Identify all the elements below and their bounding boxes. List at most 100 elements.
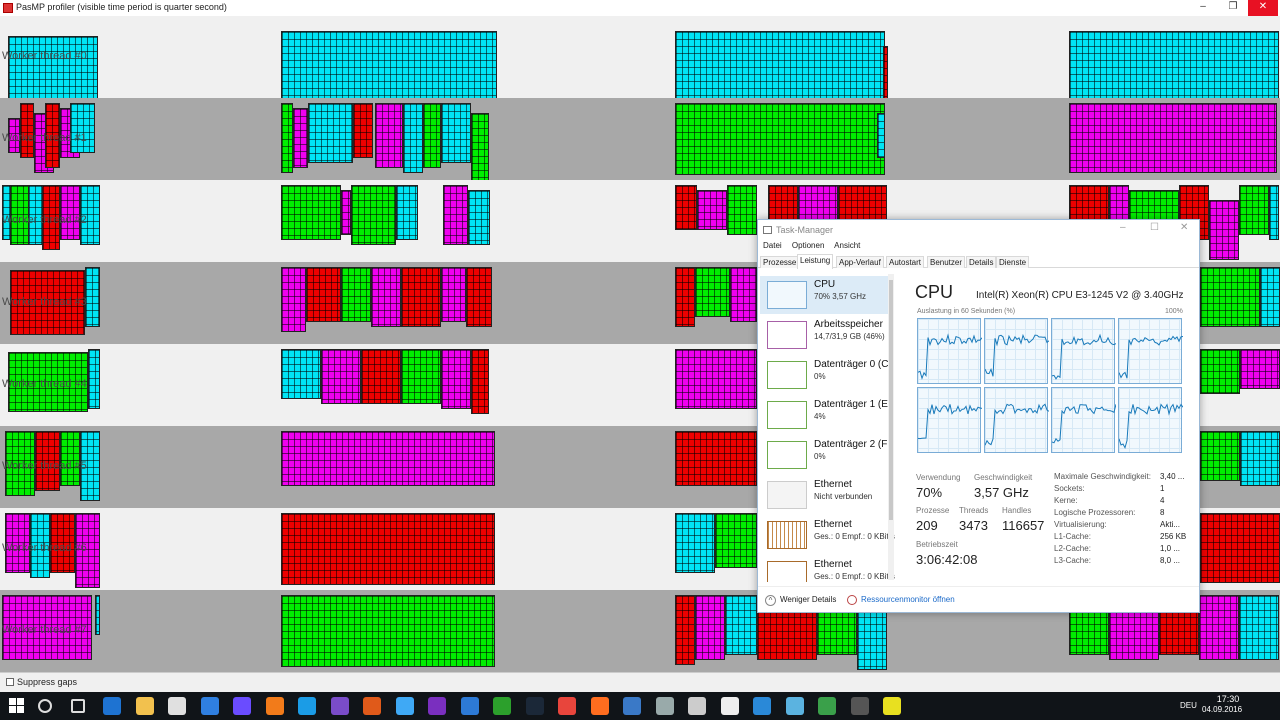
- fewer-details-link[interactable]: Weniger Details: [780, 595, 837, 604]
- job-block: [675, 267, 695, 327]
- notepad-icon[interactable]: [785, 697, 804, 715]
- job-block: [361, 349, 401, 404]
- job-block: [401, 349, 441, 404]
- job-block: [10, 270, 85, 335]
- explorer-icon[interactable]: [135, 697, 154, 715]
- git-icon[interactable]: [363, 697, 381, 715]
- menu-ansicht[interactable]: Ansicht: [834, 241, 861, 250]
- tab-dienste[interactable]: Dienste: [996, 256, 1030, 268]
- thread-label: Worker thread #2: [2, 214, 87, 226]
- menu-datei[interactable]: Datei: [763, 241, 782, 250]
- shield-icon[interactable]: [655, 697, 674, 715]
- job-block: [1260, 267, 1280, 327]
- resource-memory[interactable]: Arbeitsspeicher 14,7/31,9 GB (46%): [760, 316, 888, 354]
- resource-disk-1[interactable]: Datenträger 1 (E 4%: [760, 396, 888, 434]
- job-block: [281, 185, 341, 240]
- suppress-gaps-label: Suppress gaps: [17, 677, 78, 687]
- job-block: [60, 431, 80, 486]
- job-block: [1269, 185, 1279, 240]
- job-block: [70, 103, 95, 153]
- job-block: [1240, 349, 1280, 389]
- floppy-icon[interactable]: [623, 697, 641, 715]
- chrome-icon[interactable]: [558, 697, 576, 715]
- spec-value: Akti...: [1160, 520, 1181, 529]
- tm-minimize-button[interactable]: –: [1120, 222, 1126, 233]
- monitor-icon[interactable]: [688, 697, 706, 715]
- job-block: [441, 349, 471, 409]
- resource-value: Nicht verbunden: [814, 492, 873, 501]
- spec-label: Maximale Geschwindigkeit:: [1054, 472, 1151, 481]
- vs-purple-icon[interactable]: [428, 697, 446, 715]
- job-block: [60, 185, 80, 240]
- resource-ethernet-3[interactable]: Ethernet Ges.: 0 Empf.: 0 KBit/s: [760, 556, 895, 582]
- globe-icon[interactable]: [818, 697, 836, 715]
- thread-label: Worker thread #5: [2, 460, 87, 472]
- terminal-icon[interactable]: [850, 697, 869, 715]
- tab-app-verlauf[interactable]: App-Verlauf: [836, 256, 884, 268]
- editor-icon[interactable]: [883, 697, 901, 715]
- cpu-thumbnail-graph: [767, 281, 807, 309]
- job-block: [1200, 431, 1240, 481]
- tm-maximize-button[interactable]: ☐: [1150, 222, 1159, 233]
- thread-lane: Worker thread #0: [0, 16, 1280, 98]
- core-usage-graph: [984, 387, 1049, 453]
- tab-prozesse[interactable]: Prozesse: [760, 256, 800, 268]
- handles-value: 116657: [1002, 518, 1045, 533]
- tab-autostart[interactable]: Autostart: [886, 256, 925, 268]
- clock-date[interactable]: 04.09.2016: [1202, 705, 1243, 714]
- store-icon[interactable]: [168, 697, 186, 715]
- job-block: [443, 185, 468, 245]
- app-icon[interactable]: [233, 697, 251, 715]
- thread-label: Worker thread #6: [2, 542, 87, 554]
- job-block: [375, 103, 403, 168]
- job-block: [675, 103, 885, 175]
- android-icon[interactable]: [493, 697, 511, 715]
- search-icon[interactable]: [38, 699, 52, 713]
- resource-ethernet-1[interactable]: Ethernet Nicht verbunden: [760, 476, 888, 514]
- suppress-gaps-checkbox[interactable]: [6, 678, 14, 686]
- tab-leistung[interactable]: Leistung: [797, 254, 834, 269]
- job-block: [281, 431, 495, 486]
- language-indicator[interactable]: DEU: [1180, 701, 1197, 710]
- maximize-button[interactable]: ❐: [1228, 1, 1238, 12]
- edge-icon[interactable]: [103, 697, 121, 715]
- vscode-icon[interactable]: [460, 697, 479, 715]
- processes-value: 209: [916, 518, 938, 533]
- minimize-button[interactable]: –: [1200, 1, 1206, 12]
- close-button[interactable]: ✕: [1248, 0, 1278, 16]
- dropbox-icon[interactable]: [200, 697, 219, 715]
- job-block: [396, 185, 418, 240]
- resource-disk-2[interactable]: Datenträger 2 (F 0%: [760, 436, 888, 474]
- resource-monitor-link[interactable]: Ressourcenmonitor öffnen: [861, 595, 955, 604]
- chevron-up-icon[interactable]: ^: [765, 595, 776, 606]
- resource-ethernet-2[interactable]: Ethernet Ges.: 0 Empf.: 0 KBit/s: [760, 516, 895, 554]
- settings-icon[interactable]: [395, 697, 414, 715]
- paint-icon[interactable]: [753, 697, 771, 715]
- firefox-icon[interactable]: [590, 697, 609, 715]
- skype-icon[interactable]: [298, 697, 316, 715]
- job-block: [42, 185, 60, 250]
- scrollbar-thumb[interactable]: [889, 280, 893, 520]
- resource-cpu[interactable]: CPU 70% 3,57 GHz: [760, 276, 888, 314]
- job-block: [423, 103, 441, 168]
- menu-optionen[interactable]: Optionen: [791, 241, 825, 250]
- start-button[interactable]: [9, 698, 25, 714]
- resource-name: Ethernet: [814, 479, 852, 490]
- spec-value: 8: [1160, 508, 1165, 517]
- speed-value: 3,57 GHz: [974, 485, 1029, 500]
- core-usage-graph: [1051, 387, 1116, 453]
- job-block: [471, 113, 489, 180]
- tab-details[interactable]: Details: [966, 256, 997, 268]
- resource-disk-0[interactable]: Datenträger 0 (C 0%: [760, 356, 888, 394]
- task-view-icon[interactable]: [70, 699, 85, 713]
- clock-time[interactable]: 17:30: [1216, 694, 1240, 704]
- job-block: [403, 103, 423, 173]
- task-manager-window[interactable]: Task-Manager – ☐ ✕ Datei Optionen Ansich…: [757, 219, 1200, 613]
- steam-icon[interactable]: [525, 697, 544, 715]
- job-block: [401, 267, 441, 327]
- tm-close-button[interactable]: ✕: [1180, 222, 1189, 233]
- tab-benutzer[interactable]: Benutzer: [927, 256, 966, 268]
- xampp-icon[interactable]: [265, 697, 284, 715]
- vs-icon[interactable]: [330, 697, 349, 715]
- calculator-icon[interactable]: [720, 697, 739, 715]
